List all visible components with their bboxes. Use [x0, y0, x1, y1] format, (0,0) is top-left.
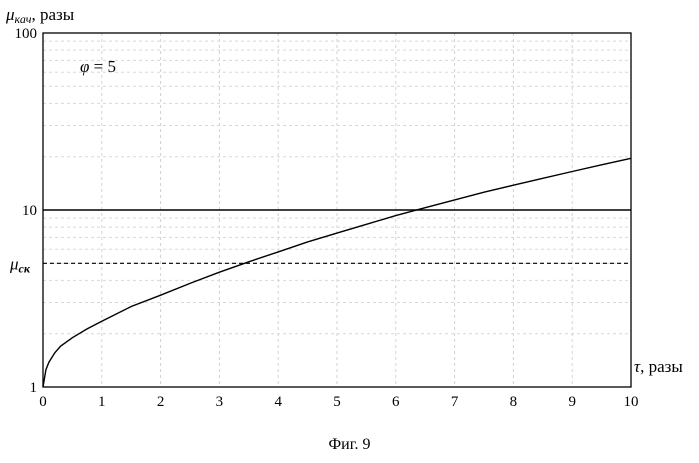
x-axis-unit: , разы — [640, 357, 683, 376]
y-tick-label: 100 — [15, 26, 38, 42]
x-tick-label: 5 — [333, 394, 341, 410]
y-axis-title: μкач, разы — [5, 5, 75, 26]
y-tick-label: 10 — [22, 203, 37, 219]
x-tick-label: 1 — [98, 394, 106, 410]
x-tick-label: 9 — [568, 394, 576, 410]
y-tick-label: 1 — [30, 380, 38, 396]
reference-symbol: μ — [9, 254, 19, 273]
y-axis-subscript: кач — [15, 12, 32, 26]
x-tick-label: 10 — [624, 394, 639, 410]
y-axis-unit: , разы — [31, 5, 74, 24]
phi-annotation: φ = 5 — [80, 57, 116, 76]
y-axis-symbol: μ — [5, 5, 15, 24]
x-tick-label: 8 — [510, 394, 518, 410]
reference-label: μск — [9, 254, 31, 275]
reference-labels: μск — [9, 254, 31, 275]
x-tick-label: 6 — [392, 394, 400, 410]
x-axis-title: τ, разы — [634, 357, 683, 376]
x-tick-label: 3 — [216, 394, 224, 410]
x-tick-label: 7 — [451, 394, 459, 410]
phi-symbol: φ — [80, 57, 89, 76]
phi-value: = 5 — [89, 57, 116, 76]
x-tick-label: 2 — [157, 394, 165, 410]
figure-caption: Фиг. 9 — [0, 436, 699, 454]
reference-subscript: ск — [19, 261, 31, 275]
x-tick-label: 4 — [274, 394, 282, 410]
x-tick-label: 0 — [39, 394, 47, 410]
